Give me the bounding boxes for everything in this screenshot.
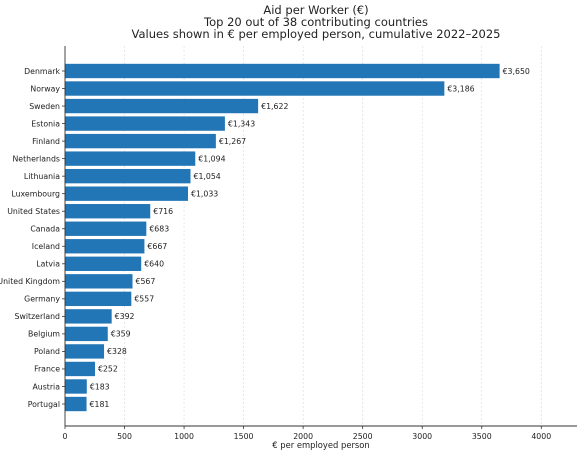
category-label-austria: Austria [32, 382, 60, 391]
category-label-denmark: Denmark [24, 67, 60, 76]
bar-latvia [65, 256, 142, 271]
data-label-norway: €3,186 [447, 84, 474, 93]
x-tick-label-2500: 2500 [353, 432, 373, 441]
bars [65, 63, 500, 412]
category-label-united-kingdom: United Kingdom [0, 277, 60, 286]
bar-germany [65, 291, 132, 307]
data-label-united-states: €716 [153, 207, 173, 216]
data-label-united-kingdom: €567 [136, 277, 156, 286]
bar-switzerland [65, 309, 112, 324]
data-label-latvia: €640 [144, 260, 164, 269]
data-label-france: €252 [98, 365, 118, 374]
bar-norway [65, 81, 445, 96]
bar-belgium [65, 326, 108, 342]
bar-united-states [65, 204, 151, 219]
data-label-poland: €328 [107, 347, 127, 356]
data-label-estonia: €1,343 [228, 119, 255, 128]
x-tick-label-1500: 1500 [234, 432, 254, 441]
data-label-germany: €557 [134, 295, 154, 304]
x-tick-label-0: 0 [63, 432, 68, 441]
data-label-lithuania: €1,054 [193, 172, 220, 181]
data-label-netherlands: €1,094 [198, 154, 225, 163]
bar-united-kingdom [65, 274, 133, 289]
data-label-portugal: €181 [90, 400, 110, 409]
category-label-sweden: Sweden [29, 102, 60, 111]
category-label-norway: Norway [30, 84, 60, 93]
category-labels: Denmark Norway Sweden Estonia Finland Netherl… [0, 67, 65, 409]
category-label-canada: Canada [30, 225, 60, 234]
category-label-estonia: Estonia [31, 119, 60, 128]
category-label-switzerland: Switzerland [15, 312, 61, 321]
axes [64, 46, 577, 427]
data-label-iceland: €667 [147, 242, 167, 251]
category-label-germany: Germany [24, 295, 60, 304]
bar-iceland [65, 239, 145, 254]
chart-title-line-1: Aid per Worker (€) [263, 3, 368, 17]
chart-title-line-3: Values shown in € per employed person, c… [131, 27, 500, 41]
category-label-poland: Poland [34, 347, 60, 356]
data-label-canada: €683 [149, 225, 169, 234]
bar-estonia [65, 116, 225, 131]
x-tick-label-2000: 2000 [293, 432, 313, 441]
data-label-switzerland: €392 [115, 312, 135, 321]
category-label-france: France [34, 365, 60, 374]
bar-france [65, 361, 96, 377]
bar-finland [65, 133, 216, 149]
category-label-iceland: Iceland [32, 242, 60, 251]
category-label-lithuania: Lithuania [24, 172, 60, 181]
bar-denmark [65, 63, 500, 79]
x-axis-ticks: 0 500 1000 1500 2000 2500 3000 3500 4000 [63, 426, 551, 441]
x-tick-label-500: 500 [117, 432, 132, 441]
data-label-belgium: €359 [111, 330, 131, 339]
data-label-finland: €1,267 [219, 137, 246, 146]
data-label-denmark: €3,650 [503, 67, 530, 76]
x-axis-title: € per employed person [272, 440, 369, 450]
data-label-austria: €183 [90, 382, 110, 391]
category-label-finland: Finland [32, 137, 60, 146]
bar-austria [65, 379, 87, 394]
category-label-belgium: Belgium [28, 330, 60, 339]
x-tick-label-3500: 3500 [472, 432, 492, 441]
data-label-sweden: €1,622 [261, 102, 288, 111]
category-label-latvia: Latvia [36, 260, 60, 269]
bar-netherlands [65, 151, 196, 166]
category-label-netherlands: Netherlands [12, 154, 60, 163]
data-labels: €3,650 €3,186 €1,622 €1,343 €1,267 €1,094 €1,0… [90, 67, 530, 409]
category-label-united-states: United States [7, 207, 60, 216]
category-label-luxembourg: Luxembourg [11, 189, 60, 198]
x-tick-label-1000: 1000 [174, 432, 194, 441]
bar-sweden [65, 98, 259, 114]
bar-canada [65, 221, 147, 236]
bar-lithuania [65, 168, 191, 184]
bar-portugal [65, 396, 87, 412]
chart-title-line-2: Top 20 out of 38 contributing countries [203, 15, 428, 29]
x-tick-label-3000: 3000 [412, 432, 432, 441]
bar-poland [65, 344, 105, 359]
chart-title: Aid per Worker (€) Top 20 out of 38 cont… [131, 3, 500, 41]
bar-luxembourg [65, 186, 188, 201]
x-tick-label-4000: 4000 [531, 432, 551, 441]
data-label-luxembourg: €1,033 [191, 189, 218, 198]
category-label-portugal: Portugal [28, 400, 60, 409]
